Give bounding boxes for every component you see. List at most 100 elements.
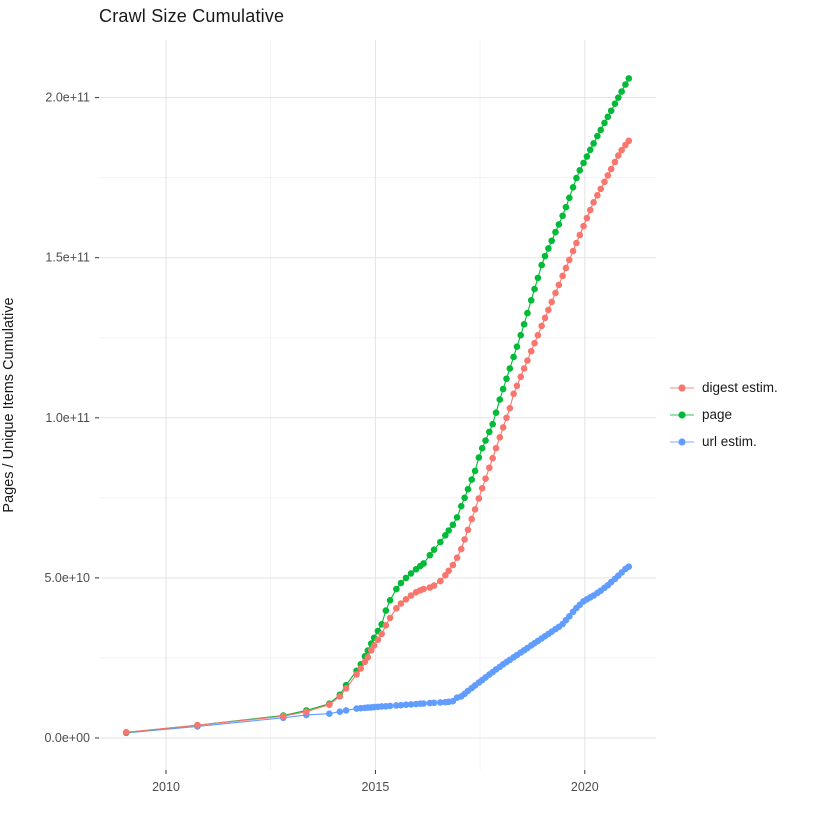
series-point-page	[442, 532, 449, 539]
legend-label: digest estim.	[702, 380, 778, 395]
series-point-digest-estim	[397, 600, 405, 607]
series-point-page	[604, 113, 612, 121]
series-point-digest-estim	[326, 701, 333, 708]
series-point-page	[607, 107, 615, 115]
series-point-digest-estim	[386, 614, 394, 622]
series-point-url-estim	[326, 710, 333, 717]
series-point-digest-estim	[364, 653, 372, 661]
series-point-digest-estim	[430, 582, 438, 589]
series-point-url-estim	[402, 701, 410, 708]
series-point-digest-estim	[407, 592, 415, 599]
series-point-page	[520, 321, 528, 328]
series-point-digest-estim	[122, 728, 130, 736]
series-point-url-estim	[437, 699, 444, 706]
series-point-digest-estim	[625, 137, 633, 145]
series-point-digest-estim	[545, 306, 552, 314]
series-point-url-estim	[566, 613, 573, 620]
series-point-digest-estim	[538, 322, 545, 330]
series-point-page	[464, 485, 472, 493]
series-point-page	[517, 331, 525, 339]
legend-key-digest-estim-icon	[670, 383, 694, 392]
series-point-digest-estim	[534, 331, 542, 339]
series-point-digest-estim	[583, 214, 591, 222]
series-point-page	[569, 183, 577, 191]
series-point-page	[618, 88, 625, 95]
series-point-url-estim	[336, 708, 344, 716]
series-point-digest-estim	[468, 515, 476, 523]
series-point-digest-estim	[576, 231, 584, 239]
series-point-page	[503, 375, 510, 383]
series-point-digest-estim	[590, 199, 597, 206]
series-point-page	[382, 607, 390, 614]
series-point-page	[393, 585, 400, 593]
legend-entry-digest-estim: digest estim.	[669, 380, 778, 395]
series-point-digest-estim	[464, 526, 472, 534]
series-point-digest-estim	[342, 685, 350, 692]
series-point-page	[430, 546, 438, 554]
series-point-digest-estim	[527, 347, 535, 355]
series-point-page	[457, 502, 465, 510]
series-point-url-estim	[430, 699, 438, 707]
series-point-page	[449, 521, 457, 529]
series-point-digest-estim	[370, 642, 378, 649]
series-point-digest-estim	[336, 693, 344, 700]
series-point-digest-estim	[475, 495, 483, 502]
series-point-digest-estim	[482, 475, 489, 482]
series-point-page	[489, 420, 496, 428]
series-point-page	[590, 140, 597, 147]
series-point-digest-estim	[618, 146, 625, 154]
series-point-digest-estim	[506, 404, 514, 412]
series-point-page	[580, 159, 587, 167]
series-point-digest-estim	[597, 185, 605, 193]
legend-label: url estim.	[702, 434, 757, 449]
legend-entry-page: page	[669, 407, 778, 422]
series-point-digest-estim	[449, 561, 457, 569]
series-point-digest-estim	[510, 390, 517, 398]
series-point-page	[601, 119, 608, 127]
series-point-digest-estim	[559, 272, 566, 280]
series-point-page	[538, 261, 545, 269]
series-point-digest-estim	[378, 630, 385, 638]
series-point-page	[562, 203, 570, 211]
series-point-page	[407, 570, 415, 577]
series-point-digest-estim	[580, 222, 587, 230]
series-point-page	[597, 126, 605, 134]
series-point-digest-estim	[513, 382, 521, 390]
series-point-digest-estim	[503, 414, 510, 422]
series-point-url-estim	[397, 701, 405, 709]
series-point-page	[622, 81, 629, 88]
series-point-digest-estim	[486, 464, 493, 472]
series-point-digest-estim	[194, 721, 201, 729]
series-point-page	[499, 385, 507, 393]
series-point-digest-estim	[586, 206, 594, 214]
series-point-url-estim	[407, 701, 415, 708]
series-point-digest-estim	[524, 357, 531, 364]
series-point-digest-estim	[594, 191, 601, 199]
series-point-digest-estim	[548, 298, 556, 306]
series-point-digest-estim	[573, 239, 580, 247]
series-point-digest-estim	[496, 434, 504, 441]
series-point-page	[492, 409, 500, 416]
series-point-digest-estim	[402, 596, 410, 603]
series-point-digest-estim	[457, 545, 465, 553]
y-tick-label: 0.0e+00	[44, 731, 90, 745]
series-point-digest-estim	[279, 712, 287, 720]
series-point-digest-estim	[520, 365, 528, 372]
series-point-page	[468, 476, 476, 483]
y-tick-label: 2.0e+11	[45, 91, 90, 105]
legend-key-url-estim-icon	[670, 437, 694, 446]
x-tick-label: 2020	[571, 780, 599, 794]
series-point-page	[541, 252, 549, 260]
series-point-digest-estim	[601, 178, 608, 186]
series-point-page	[397, 579, 405, 587]
series-point-page	[583, 153, 591, 160]
series-point-page	[611, 100, 619, 108]
series-point-digest-estim	[357, 665, 365, 672]
series-point-page	[426, 551, 434, 559]
series-point-page	[445, 527, 452, 534]
series-point-page	[461, 494, 468, 502]
series-point-digest-estim	[382, 621, 390, 629]
x-tick-label: 2010	[152, 780, 180, 794]
series-point-page	[552, 228, 559, 236]
series-point-digest-estim	[541, 314, 549, 322]
